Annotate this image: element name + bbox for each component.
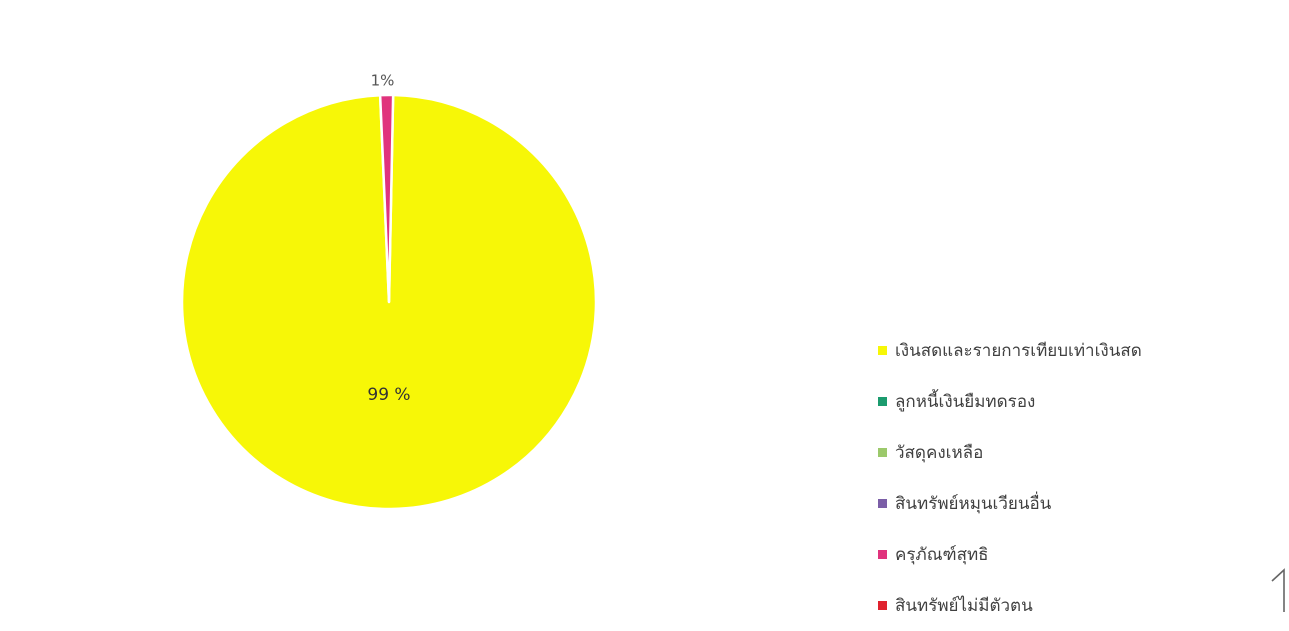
legend-item-2: วัสดุคงเหลือ	[878, 427, 1142, 478]
legend-item-3: สินทรัพย์หมุนเวียนอื่น	[878, 478, 1142, 529]
legend-item-1: ลูกหนี้เงินยืมทดรอง	[878, 376, 1142, 427]
legend-item-4: ครุภัณฑ์สุทธิ	[878, 529, 1142, 580]
legend-item-0: เงินสดและรายการเทียบเท่าเงินสด	[878, 325, 1142, 376]
legend-swatch	[878, 448, 887, 457]
legend-label: สินทรัพย์หมุนเวียนอื่น	[895, 494, 1052, 514]
legend-swatch	[878, 346, 887, 355]
legend-label: วัสดุคงเหลือ	[895, 443, 984, 463]
pie-slice-4	[378, 93, 395, 304]
page-corner-mark	[1271, 568, 1285, 612]
legend-swatch	[878, 550, 887, 559]
pie-slices	[180, 93, 598, 511]
legend-swatch	[878, 397, 887, 406]
legend-item-5: สินทรัพย์ไม่มีตัวตน	[878, 580, 1142, 631]
pie-data-label-0: 99 %	[367, 385, 410, 405]
legend-label: สินทรัพย์ไม่มีตัวตน	[895, 596, 1033, 616]
legend-swatch	[878, 499, 887, 508]
chart-legend: เงินสดและรายการเทียบเท่าเงินสดลูกหนี้เงิ…	[878, 325, 1142, 631]
legend-label: ครุภัณฑ์สุทธิ	[895, 545, 989, 565]
pie-labels: 99 % 1%	[367, 72, 410, 406]
pie-chart: 99 % 1%	[180, 72, 1285, 612]
legend-swatch	[878, 601, 887, 610]
pie-data-label-4: 1%	[371, 72, 395, 90]
legend-label: ลูกหนี้เงินยืมทดรอง	[895, 392, 1036, 412]
legend-label: เงินสดและรายการเทียบเท่าเงินสด	[895, 341, 1142, 361]
